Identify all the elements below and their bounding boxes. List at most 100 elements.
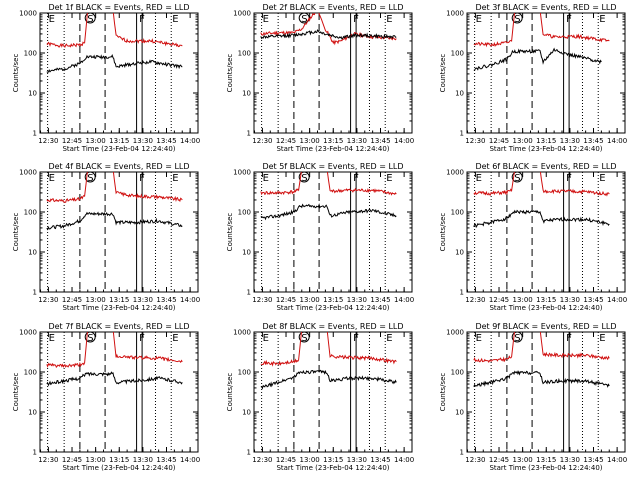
det-3-xlabel: Start Time (23-Feb-04 12:24:40)	[489, 145, 602, 153]
det-3-xtick-label: 13:15	[536, 137, 556, 145]
det-6-xtick-label: 12:45	[489, 296, 509, 304]
det-8-xtick-label: 12:30	[252, 456, 272, 464]
det-5-series-black	[260, 203, 397, 221]
det-5-xtick-label: 13:15	[323, 296, 343, 304]
det-1-title: Det 1f BLACK = Events, RED = LLD	[48, 3, 189, 12]
det-7-series-black	[46, 371, 183, 387]
det-5-xtick-label: 12:45	[276, 296, 296, 304]
det-6-marker-label-e: E	[476, 173, 482, 184]
det-1-series-black	[46, 54, 183, 73]
det-3-xtick-label: 12:30	[465, 137, 485, 145]
det-5-marker-label-f: F	[353, 173, 359, 184]
det-4-xlabel: Start Time (23-Feb-04 12:24:40)	[62, 304, 175, 312]
det-1-xlabel: Start Time (23-Feb-04 12:24:40)	[62, 145, 175, 153]
det-1-marker-label-f: F	[139, 14, 145, 25]
det-7-title: Det 7f BLACK = Events, RED = LLD	[48, 322, 189, 331]
det-4-ytick-label: 1000	[19, 169, 37, 177]
det-8-title: Det 8f BLACK = Events, RED = LLD	[262, 322, 403, 331]
det-3-series-black	[473, 47, 602, 71]
det-1-xtick-label: 14:00	[180, 137, 200, 145]
det-3-xtick-label: 12:45	[489, 137, 509, 145]
det-5-marker-label-s: S	[301, 173, 307, 184]
det-3-xtick-label: 13:00	[513, 137, 533, 145]
det-4-marker-label-e: E	[49, 173, 55, 184]
det-7-series-red	[46, 332, 183, 368]
det-2-series-black	[260, 29, 397, 40]
det-4-ytick-label: 100	[24, 209, 37, 217]
det-5-ylabel: Counts/sec	[226, 213, 234, 252]
det-5-ytick-label: 1000	[233, 169, 251, 177]
det-4-ytick-label: 1	[33, 289, 37, 297]
det-5-xtick-label: 13:00	[300, 296, 320, 304]
det-4-ylabel: Counts/sec	[12, 213, 20, 252]
det-4-xtick-label: 12:30	[38, 296, 58, 304]
det-1-ylabel: Counts/sec	[12, 54, 20, 93]
det-1-series-red	[46, 13, 183, 48]
det-5-marker-label-e: E	[263, 173, 269, 184]
det-8-marker-label-e: E	[263, 333, 269, 344]
det-6-series-red	[473, 172, 610, 197]
det-3-xtick-label: 13:30	[560, 137, 580, 145]
det-9-xtick-label: 13:30	[560, 456, 580, 464]
det-8-series-red	[260, 332, 397, 367]
det-3-ytick-label: 1	[460, 130, 464, 138]
det-4-xtick-label: 13:30	[133, 296, 153, 304]
det-8-xtick-label: 13:30	[347, 456, 367, 464]
det-4-marker-s-circle	[84, 171, 96, 183]
det-9-xlabel: Start Time (23-Feb-04 12:24:40)	[489, 464, 602, 472]
det-7-marker-label-s: S	[87, 333, 93, 344]
det-2-ytick-label: 1000	[233, 10, 251, 18]
det-3-marker-label-f: F	[566, 14, 572, 25]
det-9-ytick-label: 10	[455, 409, 464, 417]
det-7-xlabel: Start Time (23-Feb-04 12:24:40)	[62, 464, 175, 472]
det-1-marker-label-e: E	[49, 14, 55, 25]
det-7-marker-label-f: F	[139, 333, 145, 344]
det-3-ytick-label: 10	[455, 90, 464, 98]
det-2-marker-label-e: E	[386, 14, 392, 25]
det-6-xtick-label: 13:45	[583, 296, 603, 304]
det-7-marker-label-e: E	[49, 333, 55, 344]
det-8-xtick-label: 13:45	[370, 456, 390, 464]
det-2-xtick-label: 12:30	[252, 137, 272, 145]
det-1-marker-label-e: E	[172, 14, 178, 25]
det-6-ytick-label: 1	[460, 289, 464, 297]
det-7-marker-label-e: E	[172, 333, 178, 344]
det-4-xtick-label: 13:00	[86, 296, 106, 304]
det-6-xtick-label: 13:30	[560, 296, 580, 304]
det-9-xtick-label: 13:15	[536, 456, 556, 464]
det-3-title: Det 3f BLACK = Events, RED = LLD	[475, 3, 616, 12]
det-6-xtick-label: 14:00	[607, 296, 627, 304]
det-2-series-red	[260, 13, 397, 46]
det-8-series-black	[260, 369, 397, 390]
det-3-ylabel: Counts/sec	[439, 54, 447, 93]
det-1-xtick-label: 13:45	[156, 137, 176, 145]
det-7-ytick-label: 100	[24, 369, 37, 377]
det-4-marker-label-f: F	[139, 173, 145, 184]
det-4-marker-label-e: E	[172, 173, 178, 184]
det-7-marker-s-circle	[84, 331, 96, 343]
det-9-marker-s-circle	[511, 331, 523, 343]
det-9-marker-label-e: E	[476, 333, 482, 344]
det-7-xtick-label: 13:30	[133, 456, 153, 464]
det-5-xtick-label: 14:00	[394, 296, 414, 304]
det-1-ytick-label: 1000	[19, 10, 37, 18]
det-6-ytick-label: 10	[455, 249, 464, 257]
det-6-xtick-label: 13:00	[513, 296, 533, 304]
det-7-ytick-label: 1	[33, 449, 37, 457]
det-1-marker-label-s: S	[87, 14, 93, 25]
det-8-xlabel: Start Time (23-Feb-04 12:24:40)	[276, 464, 389, 472]
det-9-xtick-label: 12:30	[465, 456, 485, 464]
det-2-xtick-label: 13:45	[370, 137, 390, 145]
det-9-title: Det 9f BLACK = Events, RED = LLD	[475, 322, 616, 331]
det-5-ytick-label: 100	[238, 209, 251, 217]
det-6-ylabel: Counts/sec	[439, 213, 447, 252]
det-2-xtick-label: 13:00	[300, 137, 320, 145]
det-9-xtick-label: 13:45	[583, 456, 603, 464]
det-4-ytick-label: 10	[28, 249, 37, 257]
det-6-ytick-label: 1000	[446, 169, 464, 177]
det-9-series-red	[473, 332, 610, 363]
det-8-marker-label-e: E	[386, 333, 392, 344]
det-9-ylabel: Counts/sec	[439, 373, 447, 412]
det-6-marker-label-e: E	[599, 173, 605, 184]
